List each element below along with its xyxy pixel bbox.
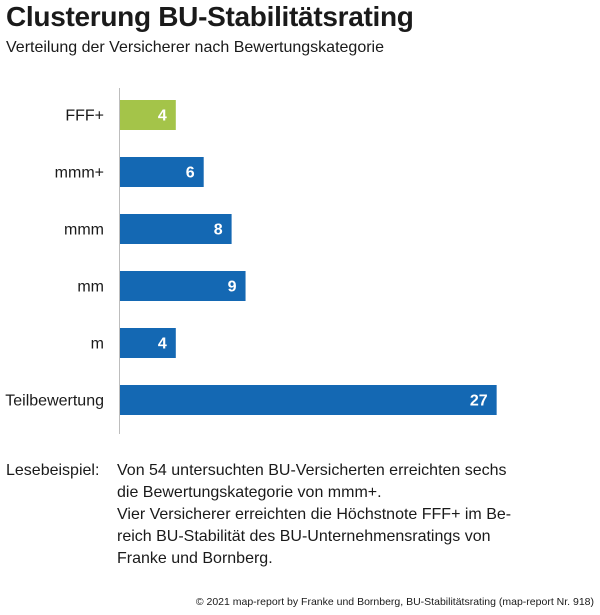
value-label: 8: [214, 222, 223, 239]
category-label: mmm+: [55, 165, 104, 182]
chart-title: Clusterung BU-Stabilitätsrating: [6, 1, 414, 32]
category-label: mmm: [64, 222, 104, 239]
bar-m: [120, 328, 176, 358]
bar-Teilbewertung: [120, 385, 497, 415]
copyright-footer: © 2021 map-report by Franke und Bornberg…: [195, 596, 594, 608]
value-label: 9: [228, 279, 237, 296]
value-label: 6: [186, 165, 195, 182]
bar-mmm: [120, 214, 232, 244]
bar-FFF+: [120, 100, 176, 130]
reading-example-line: Von 54 untersuchten BU-Versicherten erre…: [117, 462, 507, 479]
value-label: 27: [470, 393, 488, 410]
category-label: FFF+: [65, 108, 104, 125]
reading-example-line: Vier Versicherer erreichten die Höchstno…: [117, 506, 512, 523]
bar-mm: [120, 271, 246, 301]
bar-mmm+: [120, 157, 204, 187]
reading-example-line: reich BU-Stabilität des BU-Unternehmensr…: [117, 528, 491, 545]
reading-example-line: die Bewertungskategorie von mmm+.: [117, 484, 382, 501]
bar-chart: FFF+ 4 mmm+ 6 mmm 8 mm 9 m 4 Teilbewertung 27: [5, 88, 497, 434]
reading-example-label: Lesebeispiel:: [6, 462, 100, 479]
value-label: 4: [158, 108, 167, 125]
value-label: 4: [158, 336, 167, 353]
reading-example-line: Franke und Bornberg.: [117, 550, 273, 567]
category-label: m: [91, 336, 104, 353]
chart-subtitle: Verteilung der Versicherer nach Bewertun…: [6, 39, 384, 56]
category-label: Teilbewertung: [5, 393, 104, 410]
category-label: mm: [77, 279, 104, 296]
